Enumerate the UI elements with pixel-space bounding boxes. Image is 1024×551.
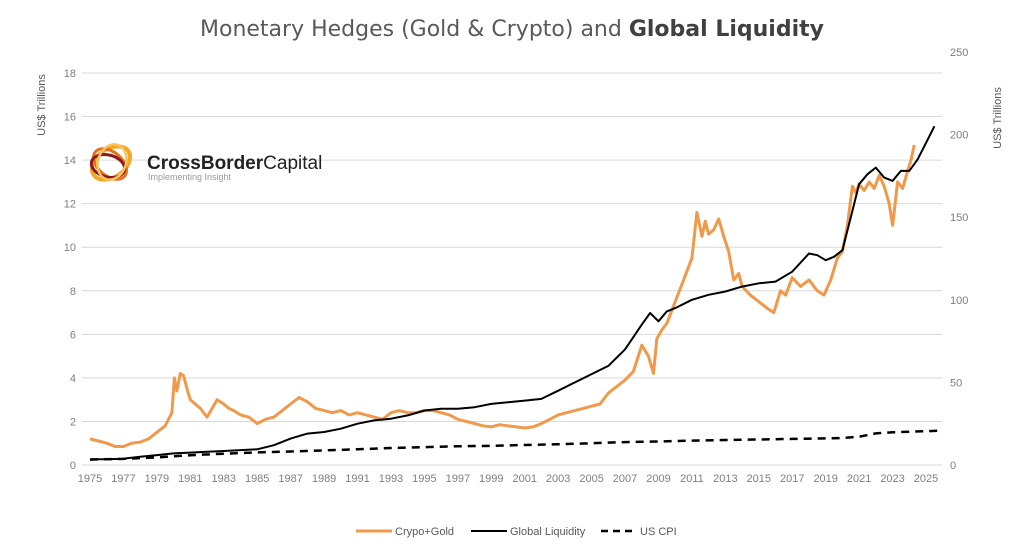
x-tick: 1985 (245, 473, 269, 485)
y-tick-left: 6 (70, 329, 76, 341)
y-axis-left-label: US$ Trillions (36, 74, 48, 136)
y-tick-left: 16 (64, 112, 76, 124)
series-line-us-cpi (89, 429, 943, 461)
x-tick: 1981 (178, 473, 202, 485)
x-tick: 1999 (479, 473, 503, 485)
x-tick: 2009 (646, 473, 670, 485)
x-tick: 1997 (446, 473, 470, 485)
y-tick-left: 18 (64, 68, 76, 80)
x-tick: 1977 (111, 473, 135, 485)
legend-label-global-liquidity: Global Liquidity (510, 526, 586, 538)
logo-tagline: Implementing Insight (148, 172, 232, 182)
x-tick: 2013 (713, 473, 737, 485)
x-tick: 2005 (579, 473, 603, 485)
x-tick: 2007 (613, 473, 637, 485)
x-tick: 2015 (747, 473, 771, 485)
y-axis-right-label: US$ Trillions (992, 87, 1004, 149)
y-tick-left: 10 (64, 242, 76, 254)
logo-rings-icon (89, 143, 132, 182)
y-tick-right: 200 (950, 130, 968, 142)
chart-title-bold: Global Liquidity (629, 17, 824, 42)
y-tick-right: 150 (950, 212, 968, 224)
y-tick-left: 8 (70, 286, 76, 298)
x-tick: 2001 (512, 473, 536, 485)
x-tick: 1975 (78, 473, 102, 485)
y-axis-right: 0 50 100 150 200 250 (950, 47, 968, 472)
y-tick-right: 0 (950, 460, 956, 472)
x-tick: 2017 (780, 473, 804, 485)
x-tick: 2003 (546, 473, 570, 485)
x-tick: 1979 (145, 473, 169, 485)
logo-name-regular: Capital (263, 153, 322, 174)
x-tick: 1987 (278, 473, 302, 485)
x-tick: 1983 (212, 473, 236, 485)
y-tick-right: 50 (950, 377, 962, 389)
y-tick-left: 14 (64, 155, 76, 167)
y-tick-left: 0 (70, 460, 76, 472)
y-tick-left: 2 (70, 416, 76, 428)
series-line-crypo-gold (89, 144, 916, 448)
legend-label-us-cpi: US CPI (640, 526, 677, 538)
x-tick: 2025 (914, 473, 938, 485)
y-tick-left: 12 (64, 199, 76, 211)
logo-name: CrossBorderCapital (147, 153, 322, 174)
crossborder-logo: CrossBorderCapital Implementing Insight (89, 143, 322, 182)
x-tick: 1995 (412, 473, 436, 485)
chart-title: Monetary Hedges (Gold & Crypto) and Glob… (200, 17, 824, 42)
y-tick-left: 4 (70, 373, 76, 385)
y-tick-right: 100 (950, 295, 968, 307)
chart-title-regular: Monetary Hedges (Gold & Crypto) and (200, 17, 629, 42)
x-tick: 1991 (345, 473, 369, 485)
x-tick: 1989 (312, 473, 336, 485)
x-axis: 1975 1977 1979 1981 1983 1985 1987 1989 1991 1993… (78, 473, 938, 485)
y-axis-left: 0 2 4 6 8 10 12 14 16 18 (64, 68, 76, 472)
legend: Crypo+Gold Global Liquidity US CPI (356, 526, 677, 538)
series-line-global-liquidity (90, 125, 936, 461)
x-tick: 2023 (880, 473, 904, 485)
y-tick-right: 250 (950, 47, 968, 59)
legend-label-crypo-gold: Crypo+Gold (395, 526, 454, 538)
gridlines (82, 72, 942, 466)
x-tick: 2019 (813, 473, 837, 485)
x-tick: 2011 (680, 473, 704, 485)
series-group (89, 125, 943, 461)
x-tick: 1993 (379, 473, 403, 485)
logo-name-bold: CrossBorder (147, 153, 264, 174)
x-tick: 2021 (847, 473, 871, 485)
